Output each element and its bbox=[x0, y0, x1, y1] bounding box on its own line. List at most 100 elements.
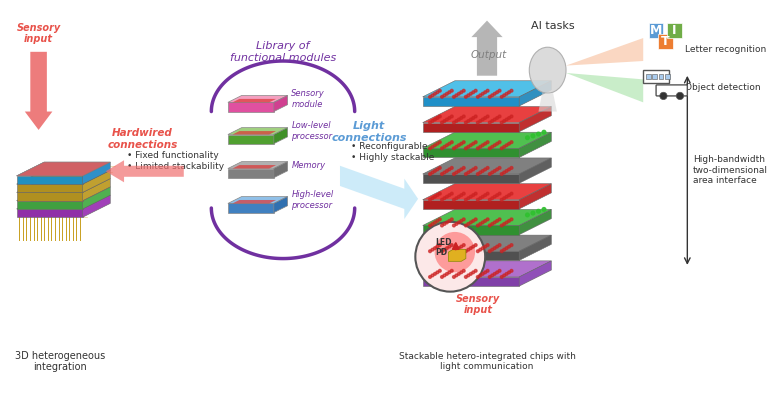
Text: • Reconfigurable: • Reconfigurable bbox=[351, 142, 428, 151]
Circle shape bbox=[482, 93, 484, 95]
Circle shape bbox=[445, 93, 449, 95]
Polygon shape bbox=[449, 249, 466, 261]
Circle shape bbox=[429, 250, 432, 253]
FancyBboxPatch shape bbox=[658, 34, 673, 49]
Circle shape bbox=[429, 173, 432, 175]
Circle shape bbox=[493, 195, 496, 198]
Circle shape bbox=[462, 218, 465, 221]
Circle shape bbox=[467, 248, 470, 251]
Circle shape bbox=[460, 219, 462, 222]
Circle shape bbox=[505, 221, 508, 224]
Text: Hardwired
connections: Hardwired connections bbox=[108, 128, 177, 150]
Polygon shape bbox=[519, 81, 551, 106]
Circle shape bbox=[467, 120, 470, 123]
Circle shape bbox=[455, 197, 458, 200]
Circle shape bbox=[510, 115, 513, 118]
Circle shape bbox=[439, 167, 441, 169]
Circle shape bbox=[452, 121, 455, 124]
Circle shape bbox=[436, 142, 439, 145]
Circle shape bbox=[503, 223, 505, 225]
Circle shape bbox=[443, 94, 445, 97]
Circle shape bbox=[460, 142, 462, 145]
Circle shape bbox=[462, 167, 465, 169]
Circle shape bbox=[441, 224, 443, 227]
Circle shape bbox=[429, 95, 432, 98]
Polygon shape bbox=[17, 162, 111, 176]
Circle shape bbox=[488, 275, 492, 278]
Circle shape bbox=[482, 169, 484, 172]
Polygon shape bbox=[228, 169, 274, 178]
Circle shape bbox=[500, 224, 503, 227]
Circle shape bbox=[510, 192, 513, 195]
Circle shape bbox=[467, 274, 470, 277]
Circle shape bbox=[415, 222, 485, 292]
Circle shape bbox=[448, 91, 451, 94]
Circle shape bbox=[525, 213, 529, 217]
Circle shape bbox=[448, 194, 451, 197]
Circle shape bbox=[503, 94, 505, 97]
Circle shape bbox=[472, 194, 475, 197]
Circle shape bbox=[443, 223, 445, 225]
Circle shape bbox=[500, 147, 503, 150]
Circle shape bbox=[452, 95, 455, 98]
Circle shape bbox=[505, 195, 508, 198]
Circle shape bbox=[445, 221, 449, 224]
Circle shape bbox=[498, 192, 501, 195]
Circle shape bbox=[469, 169, 472, 172]
Circle shape bbox=[439, 141, 441, 143]
Circle shape bbox=[495, 91, 498, 94]
Text: Sensory
input: Sensory input bbox=[455, 294, 500, 315]
Polygon shape bbox=[228, 102, 274, 112]
Circle shape bbox=[469, 221, 472, 224]
FancyBboxPatch shape bbox=[667, 23, 682, 38]
Circle shape bbox=[455, 274, 458, 277]
Polygon shape bbox=[566, 73, 644, 102]
Circle shape bbox=[443, 171, 445, 174]
Polygon shape bbox=[274, 95, 287, 112]
Circle shape bbox=[452, 147, 455, 150]
Circle shape bbox=[429, 198, 432, 201]
Circle shape bbox=[475, 141, 477, 143]
Polygon shape bbox=[274, 197, 287, 213]
Circle shape bbox=[448, 117, 451, 119]
Circle shape bbox=[510, 269, 513, 272]
Text: • Limited stackability: • Limited stackability bbox=[127, 162, 224, 171]
Circle shape bbox=[435, 232, 475, 272]
Circle shape bbox=[508, 168, 511, 171]
Polygon shape bbox=[233, 165, 276, 169]
Circle shape bbox=[436, 271, 439, 274]
Polygon shape bbox=[422, 209, 551, 225]
Polygon shape bbox=[422, 81, 551, 97]
Polygon shape bbox=[228, 197, 287, 203]
Circle shape bbox=[495, 271, 498, 274]
Circle shape bbox=[488, 121, 492, 124]
Circle shape bbox=[479, 145, 482, 148]
Circle shape bbox=[443, 120, 445, 123]
Circle shape bbox=[500, 95, 503, 98]
Polygon shape bbox=[17, 184, 83, 192]
Circle shape bbox=[434, 221, 436, 224]
Circle shape bbox=[488, 250, 492, 253]
Circle shape bbox=[542, 208, 546, 211]
Polygon shape bbox=[422, 251, 519, 260]
Circle shape bbox=[508, 91, 511, 94]
Circle shape bbox=[441, 198, 443, 201]
Circle shape bbox=[484, 142, 487, 145]
Polygon shape bbox=[228, 134, 274, 144]
Circle shape bbox=[495, 219, 498, 222]
Circle shape bbox=[491, 145, 494, 148]
Circle shape bbox=[455, 94, 458, 97]
Circle shape bbox=[475, 269, 477, 272]
Polygon shape bbox=[274, 162, 287, 178]
Circle shape bbox=[486, 167, 489, 169]
Circle shape bbox=[479, 94, 482, 97]
Text: 3D heterogeneous
integration: 3D heterogeneous integration bbox=[15, 351, 105, 372]
Circle shape bbox=[503, 145, 505, 148]
Circle shape bbox=[431, 94, 434, 97]
Circle shape bbox=[436, 91, 439, 94]
Polygon shape bbox=[228, 128, 287, 134]
Circle shape bbox=[455, 248, 458, 251]
Circle shape bbox=[455, 120, 458, 123]
Circle shape bbox=[448, 219, 451, 222]
Circle shape bbox=[486, 192, 489, 195]
